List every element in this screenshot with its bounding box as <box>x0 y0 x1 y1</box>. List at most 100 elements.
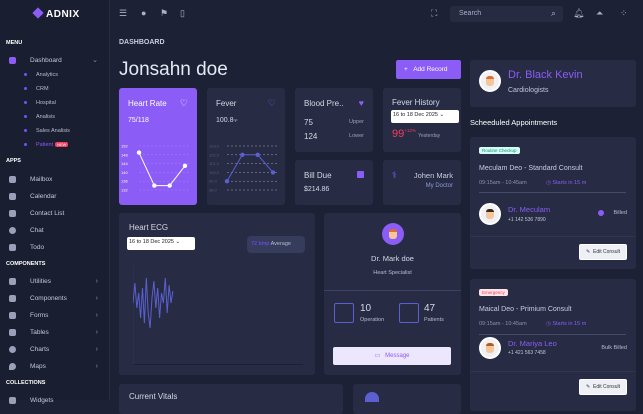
chat-icon[interactable]: ● <box>141 8 147 18</box>
divider <box>470 236 636 237</box>
ecg-plot-area <box>133 265 303 365</box>
doctor-avatar <box>479 203 501 225</box>
patients-label: Patients <box>424 317 444 323</box>
appointment-starts: Starts in 15 m <box>552 180 587 186</box>
bell-icon[interactable]: 🔔︎ <box>573 8 585 18</box>
my-doctor-card[interactable]: ⚕ Johen Mark My Doctor <box>383 160 461 205</box>
patients-count: 47 <box>424 303 436 314</box>
doctor-avatar <box>382 223 404 245</box>
chevron-right-icon: › <box>95 328 98 336</box>
profile-name[interactable]: Dr. Black Kevin <box>508 69 583 81</box>
wallet-icon <box>357 171 364 178</box>
blood-pressure-card: Blood Pre.. ♥ 75 Upper 124 Lower <box>295 88 373 152</box>
sidebar-sub-hospital[interactable]: Hospital <box>24 100 56 106</box>
sidebar-item-utilities[interactable]: Utilities › <box>0 273 110 289</box>
ecg-date-range-select[interactable]: 16 to 18 Dec 2025 ⌄ <box>127 237 195 250</box>
operation-icon <box>334 303 354 323</box>
divider <box>470 371 636 372</box>
bp-lower-label: Lower <box>349 133 364 139</box>
sidebar: ADNIX MENU Dashboard ⌄ Analytics CRM Hosp… <box>0 0 110 404</box>
chevron-right-icon: › <box>95 345 98 353</box>
sidebar-item-components[interactable]: Components › <box>0 290 110 306</box>
fever-history-change: +12% <box>404 128 416 133</box>
sidebar-item-todo[interactable]: Todo <box>0 239 110 255</box>
form-icon <box>9 311 16 319</box>
add-record-button[interactable]: + Add Record <box>396 60 461 79</box>
data-point <box>152 183 157 188</box>
appointment-title: Meculam Deo - Standard Consult <box>479 165 583 172</box>
logo-icon <box>32 7 44 19</box>
chevron-down-icon: ⌄ <box>175 239 181 245</box>
my-doctor-role: My Doctor <box>425 183 453 189</box>
y-tick-label: 98.0 <box>209 188 218 193</box>
profile-card: Dr. Black Kevin Cardiologists <box>470 60 636 107</box>
patients-icon <box>399 303 419 323</box>
data-point <box>240 152 245 157</box>
new-badge: NEW <box>55 142 69 147</box>
brand-logo[interactable]: ADNIX <box>32 7 80 20</box>
sidebar-item-calendar[interactable]: Calendar <box>0 188 110 204</box>
chevron-right-icon: › <box>95 362 98 370</box>
flag-icon[interactable]: ⚑ <box>160 8 169 18</box>
bp-upper-label: Upper <box>349 119 364 125</box>
clipboard-icon <box>9 243 16 251</box>
sidebar-sub-sales-analisis[interactable]: Sales Analisis <box>24 128 70 134</box>
sidebar-sub-analisis[interactable]: Analisis <box>24 114 55 120</box>
data-point <box>167 183 172 188</box>
menu-toggle-icon[interactable]: ☰ <box>119 8 128 18</box>
appointment-doctor[interactable]: Dr. Mariya Leo <box>508 339 557 348</box>
vitals-title: Current Vitals <box>129 392 178 401</box>
components-heading: COMPONENTS <box>6 261 46 267</box>
fever-history-title: Fever History <box>392 98 440 107</box>
series-line <box>226 154 274 182</box>
edit-consult-button[interactable]: ✎ Edit Consult <box>579 379 627 395</box>
y-tick-label: 102.0 <box>209 152 220 157</box>
sidebar-item-widgets[interactable]: Widgets <box>0 392 110 408</box>
data-point <box>255 152 260 157</box>
search-input[interactable]: Search ⌕ <box>450 6 563 22</box>
divider <box>479 192 626 193</box>
sidebar-item-dashboard[interactable]: Dashboard ⌄ <box>0 52 110 68</box>
message-button[interactable]: ▭ Message <box>333 347 451 365</box>
doctor-role: Heart Specialist <box>373 270 412 276</box>
date-range-select[interactable]: 16 to 18 Dec 2025 ⌄ <box>391 110 459 123</box>
data-point <box>136 150 142 155</box>
edit-consult-button[interactable]: ✎ Edit Consult <box>579 244 627 260</box>
pencil-icon <box>9 277 16 285</box>
fever-history-value: 99 <box>392 128 405 140</box>
sidebar-item-tables[interactable]: Tables › <box>0 324 110 340</box>
mail-icon <box>9 175 16 183</box>
clipboard-icon[interactable]: ▯ <box>180 8 185 18</box>
user-icon[interactable]: ⏶ <box>596 8 604 18</box>
chevron-right-icon: › <box>95 294 98 302</box>
sidebar-item-maps[interactable]: Maps › <box>0 358 110 374</box>
bp-lower-value: 124 <box>304 132 318 141</box>
sidebar-item-mailbox[interactable]: Mailbox <box>0 171 110 187</box>
heart-rate-value: 75/118 <box>128 117 149 124</box>
sidebar-item-charts[interactable]: Charts › <box>0 341 110 357</box>
series-line <box>138 152 186 187</box>
heart-rate-card: Heart Rate ♡ 75/118 152 148 144 140 136 132 <box>119 88 197 205</box>
appointment-starts: Starts in 15 m <box>552 321 587 327</box>
operations-label: Operation <box>360 317 385 323</box>
appointment-doctor[interactable]: Dr. Meculam <box>508 205 551 214</box>
ecg-average-label: Average <box>270 241 291 247</box>
plus-icon: + <box>404 66 408 73</box>
sidebar-sub-patient[interactable]: Patient NEW <box>24 142 69 148</box>
apps-icon[interactable]: ⁘ <box>620 8 628 18</box>
heart-rate-chart: 152 148 144 140 136 132 <box>121 144 189 193</box>
chevron-right-icon: › <box>95 277 98 285</box>
current-vitals-card: Current Vitals <box>119 384 343 414</box>
sidebar-sub-crm[interactable]: CRM <box>24 86 49 92</box>
sidebar-item-chat[interactable]: Chat <box>0 222 110 238</box>
ecg-line <box>133 277 174 329</box>
sidebar-item-forms[interactable]: Forms › <box>0 307 110 323</box>
search-icon: ⌕ <box>550 8 556 18</box>
status-dot <box>598 210 604 216</box>
appointment-phone: +1 421 563 7458 <box>508 350 546 356</box>
sidebar-item-contact-list[interactable]: Contact List <box>0 205 110 221</box>
sidebar-sub-analytics[interactable]: Analytics <box>24 72 58 78</box>
appointment-status: Bulk Billed <box>601 345 627 351</box>
fever-history-period: Yesterday <box>418 133 441 139</box>
fullscreen-icon[interactable]: ⛶ <box>431 8 438 18</box>
